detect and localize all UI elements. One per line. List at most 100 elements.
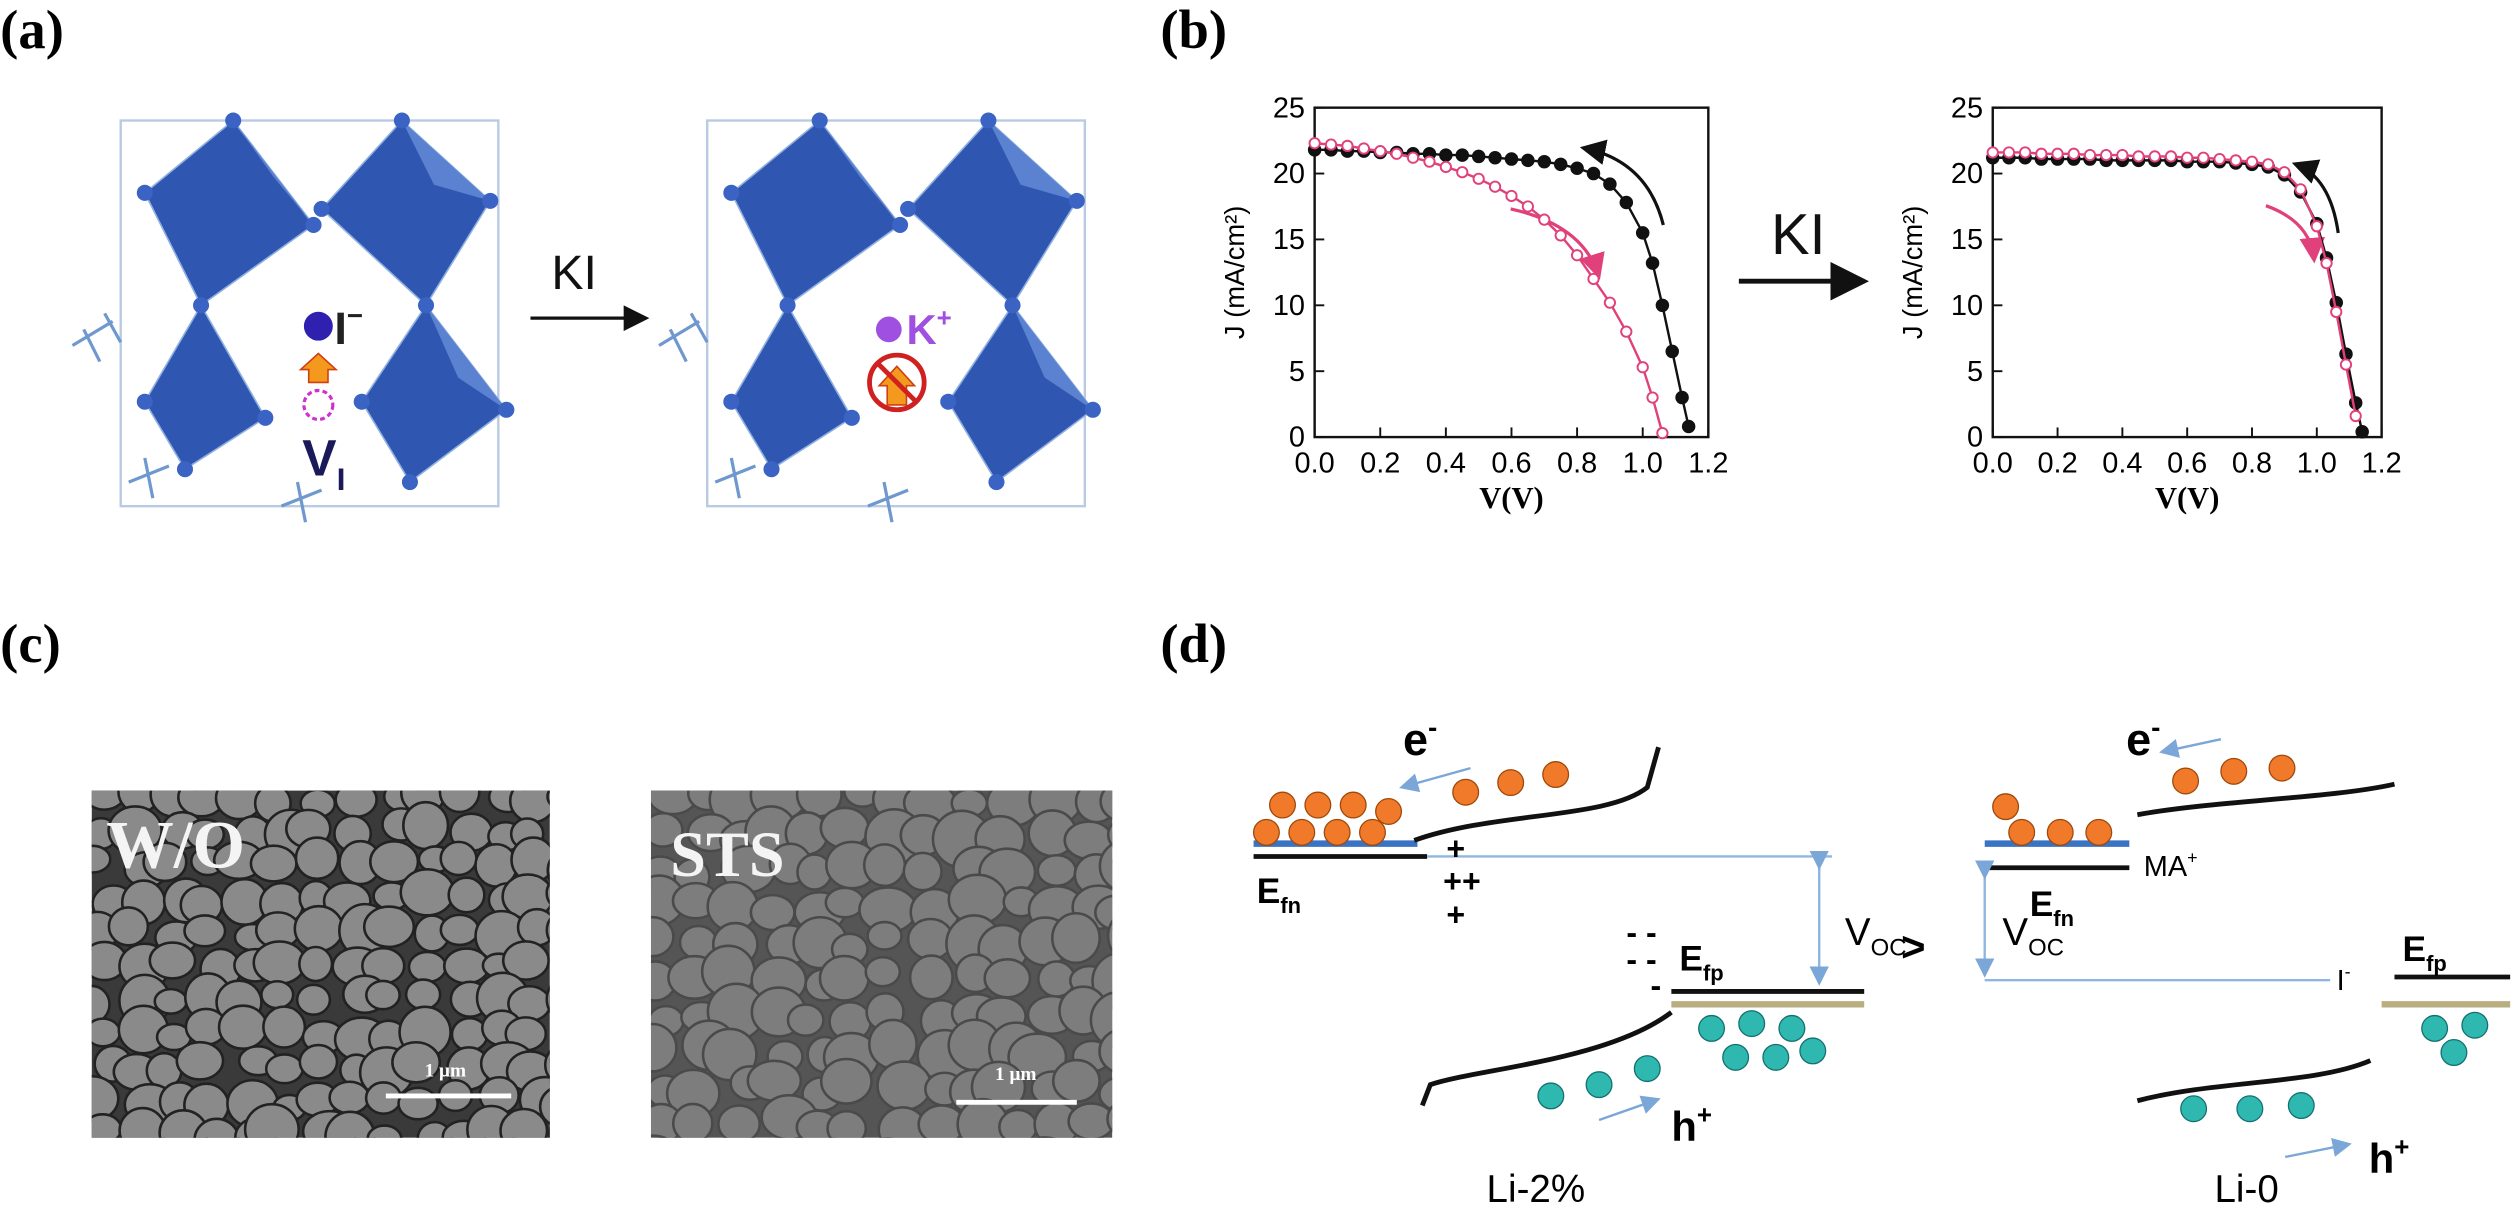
data-point	[1488, 150, 1502, 165]
grain	[1034, 1136, 1055, 1138]
y-tick-label: 15	[1273, 224, 1305, 256]
data-point	[1439, 148, 1453, 162]
data-point	[1665, 344, 1679, 359]
label-subscript: fp	[2426, 951, 2447, 976]
data-point	[1619, 195, 1634, 210]
data-point	[1656, 427, 1669, 440]
grain	[545, 985, 550, 1014]
series-line	[1992, 156, 2364, 433]
data-point	[1488, 180, 1502, 193]
grain	[91, 1113, 123, 1138]
x-tick-label: 0.0	[1295, 447, 1335, 479]
grain	[391, 1040, 442, 1084]
grain	[397, 1086, 439, 1121]
grain	[264, 1053, 305, 1085]
data-point	[2181, 151, 2194, 164]
data-point	[1537, 154, 1552, 169]
data-point	[1521, 153, 1535, 168]
data-point	[2229, 154, 2242, 167]
grain	[175, 1040, 225, 1081]
label-main: V	[1845, 911, 1871, 954]
x-tick-label: 1.2	[2362, 447, 2402, 479]
grain	[882, 1137, 892, 1138]
grain	[1089, 991, 1113, 1049]
label-main: h	[2369, 1135, 2395, 1182]
label-superscript: -	[2345, 962, 2351, 982]
grain	[717, 1104, 762, 1138]
data-point	[2262, 158, 2275, 171]
grain	[566, 1022, 598, 1048]
label-superscript: +	[2394, 1133, 2409, 1161]
data-point	[2164, 150, 2178, 163]
grain	[262, 1005, 307, 1049]
grain	[1106, 919, 1113, 953]
x-axis-label: V(V)	[2155, 481, 2219, 515]
ion-label: I−	[334, 300, 363, 354]
grain	[546, 790, 550, 806]
label-main: E	[2403, 930, 2427, 969]
data-point	[1423, 155, 1436, 168]
charge-label: -	[1650, 967, 1661, 1003]
grain	[249, 844, 298, 883]
y-tick-label: 10	[1273, 290, 1305, 322]
panel-label: (b)	[1160, 0, 1227, 60]
data-point	[1587, 272, 1600, 286]
data-point	[2051, 147, 2064, 160]
voltage-label: VOC	[2002, 911, 2064, 962]
scan-arrow	[2291, 159, 2340, 234]
grain	[864, 955, 902, 988]
crystal-structure	[70, 110, 517, 524]
y-tick-label: 20	[1951, 158, 1983, 190]
grain	[538, 1088, 550, 1126]
data-point	[1603, 296, 1617, 309]
data-point	[1324, 138, 1338, 151]
data-point	[1308, 137, 1321, 150]
data-point	[1341, 139, 1354, 152]
label-subscript: I	[337, 461, 346, 497]
grain	[818, 954, 870, 1002]
label-main: E	[1679, 940, 1703, 979]
data-point	[2278, 166, 2291, 179]
grain	[546, 858, 550, 883]
charge-label: ++	[1443, 863, 1481, 899]
data-point	[2067, 147, 2080, 160]
label-superscript: +	[937, 304, 952, 332]
label-superscript: +	[1697, 1101, 1712, 1129]
scale-label: 1 μm	[425, 1061, 466, 1082]
x-tick-label: 1.0	[2297, 447, 2337, 479]
label-superscript: −	[347, 300, 363, 331]
scan-arrow	[1579, 139, 1665, 226]
data-point	[2083, 148, 2097, 162]
grain	[366, 1124, 403, 1138]
grain	[548, 1126, 550, 1138]
grain-texture	[650, 790, 1113, 1183]
grain	[1106, 822, 1113, 847]
grain	[294, 836, 340, 881]
data-point	[2116, 148, 2129, 162]
grain-texture	[91, 790, 602, 1138]
migration-arrow	[298, 352, 339, 384]
y-tick-label: 25	[1273, 92, 1305, 124]
grain	[217, 1004, 269, 1050]
grain	[556, 804, 602, 850]
x-tick-label: 0.8	[1557, 447, 1597, 479]
data-point	[1553, 157, 1568, 172]
label-superscript: +	[2187, 848, 2197, 868]
grain	[142, 841, 188, 883]
grain	[913, 1146, 954, 1183]
crystal-structure	[657, 110, 1103, 524]
grain	[1062, 1146, 1097, 1176]
ion-label: MA+	[2144, 848, 2198, 883]
label-main: e	[2126, 714, 2151, 765]
grain	[983, 958, 1032, 999]
ion-label: K+	[906, 304, 951, 353]
label-main: V	[302, 429, 336, 487]
grain	[1094, 894, 1113, 931]
grain	[402, 800, 450, 851]
data-point	[2213, 152, 2226, 166]
grain	[650, 915, 675, 958]
grain	[756, 1145, 794, 1181]
label-subscript: fn	[1280, 893, 1301, 918]
grain	[1051, 911, 1101, 965]
